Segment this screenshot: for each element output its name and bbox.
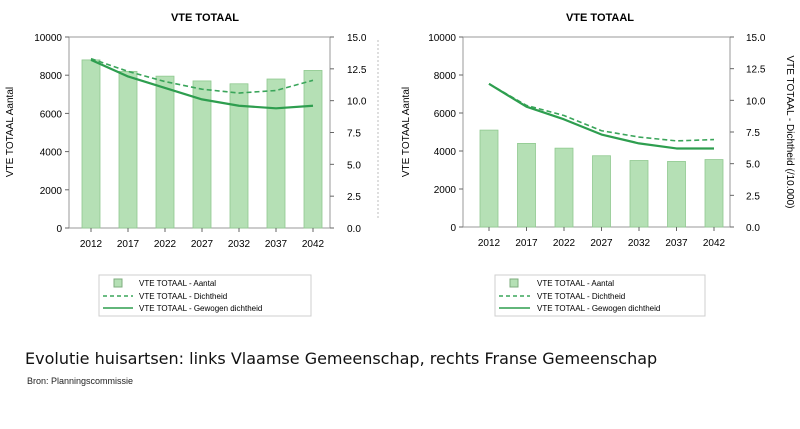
bar: [704, 159, 724, 228]
x-tick-label: 2027: [590, 238, 613, 249]
y-axis-label-right: VTE TOTAAL - Dichtheid (/10.000): [784, 55, 795, 208]
x-tick-label: 2012: [478, 238, 501, 249]
chart-right: VTE TOTAAL 0 2000 4000 6000 8000 10000 0.0 2.5 5…: [401, 12, 795, 317]
y-axis-label-left: VTE TOTAAL Aantal: [401, 87, 412, 177]
y-axis-label-left: VTE TOTAAL Aantal: [5, 87, 16, 177]
bar: [266, 78, 286, 229]
x-tick-label: 2017: [117, 239, 140, 250]
y-tick-label-right: 15.0: [746, 33, 766, 44]
y-tick-label-left: 6000: [434, 109, 457, 120]
y-tick-label-left: 4000: [40, 148, 63, 159]
y-tick-label-left: 10000: [34, 33, 62, 44]
charts-canvas: VTE TOTAAL 0 2000 4000 6000 8000 10000 0.0 2.5 5…: [5, 12, 795, 317]
legend-label-dichtheid: VTE TOTAAL - Dichtheid: [537, 292, 625, 301]
y-tick-label-right: 0.0: [746, 223, 760, 234]
y-tick-label-right: 10.0: [746, 96, 766, 107]
y-tick-label-left: 0: [450, 223, 456, 234]
x-tick-label: 2032: [628, 238, 651, 249]
bar: [155, 75, 175, 229]
tick-group: 0 2000 4000 6000 8000 10000 0.0 2.5 5.0 7.5 10.0 12…: [34, 33, 379, 250]
x-tick-label: 2032: [228, 239, 251, 250]
y-tick-label-left: 6000: [40, 109, 63, 120]
y-tick-label-right: 0.0: [347, 224, 361, 235]
x-tick-label: 2042: [703, 238, 726, 249]
x-tick-label: 2037: [665, 238, 688, 249]
bar: [629, 160, 649, 228]
figure-source: Bron: Planningscommissie: [27, 376, 134, 386]
y-tick-label-right: 2.5: [347, 192, 361, 203]
y-tick-label-right: 12.5: [746, 65, 766, 76]
legend-box: [98, 274, 312, 317]
legend-label-gewogen: VTE TOTAAL - Gewogen dichtheid: [537, 304, 660, 313]
tick-group: 0 2000 4000 6000 8000 10000 0.0 2.5 5.0 7.5 10.0 12…: [428, 33, 766, 249]
legend-label-aantal: VTE TOTAAL - Aantal: [139, 279, 216, 288]
y-tick-label-right: 15.0: [347, 33, 367, 44]
series-line-gewogen-dichtheid: [90, 58, 314, 110]
y-tick-label-left: 10000: [428, 33, 456, 44]
y-tick-label-right: 2.5: [746, 191, 760, 202]
bar-group: [479, 129, 724, 228]
series-line-dichtheid: [90, 57, 314, 94]
line-group: [90, 57, 314, 110]
y-tick-label-left: 8000: [40, 71, 63, 82]
x-tick-label: 2037: [265, 239, 288, 250]
bar: [118, 70, 138, 229]
x-tick-label: 2022: [553, 238, 576, 249]
legend-swatch-bar: [509, 278, 519, 288]
y-tick-label-left: 0: [56, 224, 62, 235]
bar: [192, 80, 212, 229]
x-tick-label: 2017: [515, 238, 538, 249]
chart-title: VTE TOTAAL: [171, 12, 239, 24]
y-tick-label-left: 2000: [40, 186, 63, 197]
bar: [554, 147, 574, 228]
chart-left: VTE TOTAAL 0 2000 4000 6000 8000 10000 0.0 2.5 5…: [5, 12, 379, 317]
legend-swatch-bar: [113, 278, 123, 288]
figure-caption: Evolutie huisartsen: links Vlaamse Gemee…: [25, 349, 658, 368]
legend-label-aantal: VTE TOTAAL - Aantal: [537, 279, 614, 288]
bar: [479, 129, 499, 228]
x-tick-label: 2027: [191, 239, 214, 250]
y-tick-label-right: 10.0: [347, 97, 367, 108]
x-tick-label: 2042: [302, 239, 325, 250]
bar: [303, 70, 323, 229]
y-tick-label-right: 7.5: [347, 129, 361, 140]
legend-label-dichtheid: VTE TOTAAL - Dichtheid: [139, 292, 227, 301]
x-tick-label: 2022: [154, 239, 177, 250]
y-tick-label-left: 8000: [434, 71, 457, 82]
bar: [592, 155, 611, 228]
y-tick-label-right: 5.0: [746, 160, 760, 171]
chart-title: VTE TOTAAL: [566, 12, 634, 24]
y-tick-label-right: 5.0: [347, 160, 361, 171]
y-tick-label-right: 12.5: [347, 65, 367, 76]
x-tick-label: 2012: [80, 239, 103, 250]
bar: [517, 142, 536, 228]
bar-group: [81, 59, 323, 229]
line-group: [488, 82, 715, 150]
y-tick-label-left: 4000: [434, 147, 457, 158]
bar: [667, 161, 686, 228]
bar: [81, 59, 101, 229]
series-line-gewogen-dichtheid: [488, 82, 714, 150]
legend-label-gewogen: VTE TOTAAL - Gewogen dichtheid: [139, 304, 262, 313]
y-tick-label-right: 7.5: [746, 128, 760, 139]
y-tick-label-left: 2000: [434, 185, 457, 196]
